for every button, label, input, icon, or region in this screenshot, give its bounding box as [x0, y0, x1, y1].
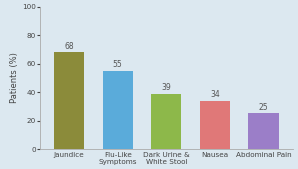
Bar	[103, 71, 133, 149]
Bar	[151, 93, 181, 149]
Bar	[200, 101, 230, 149]
Text: 68: 68	[64, 42, 74, 51]
Y-axis label: Patients (%): Patients (%)	[10, 52, 19, 103]
Text: 39: 39	[162, 83, 171, 92]
Text: 55: 55	[113, 60, 122, 69]
Text: 34: 34	[210, 90, 220, 99]
Bar	[54, 52, 84, 149]
Bar	[249, 113, 279, 149]
Text: 25: 25	[259, 103, 268, 112]
